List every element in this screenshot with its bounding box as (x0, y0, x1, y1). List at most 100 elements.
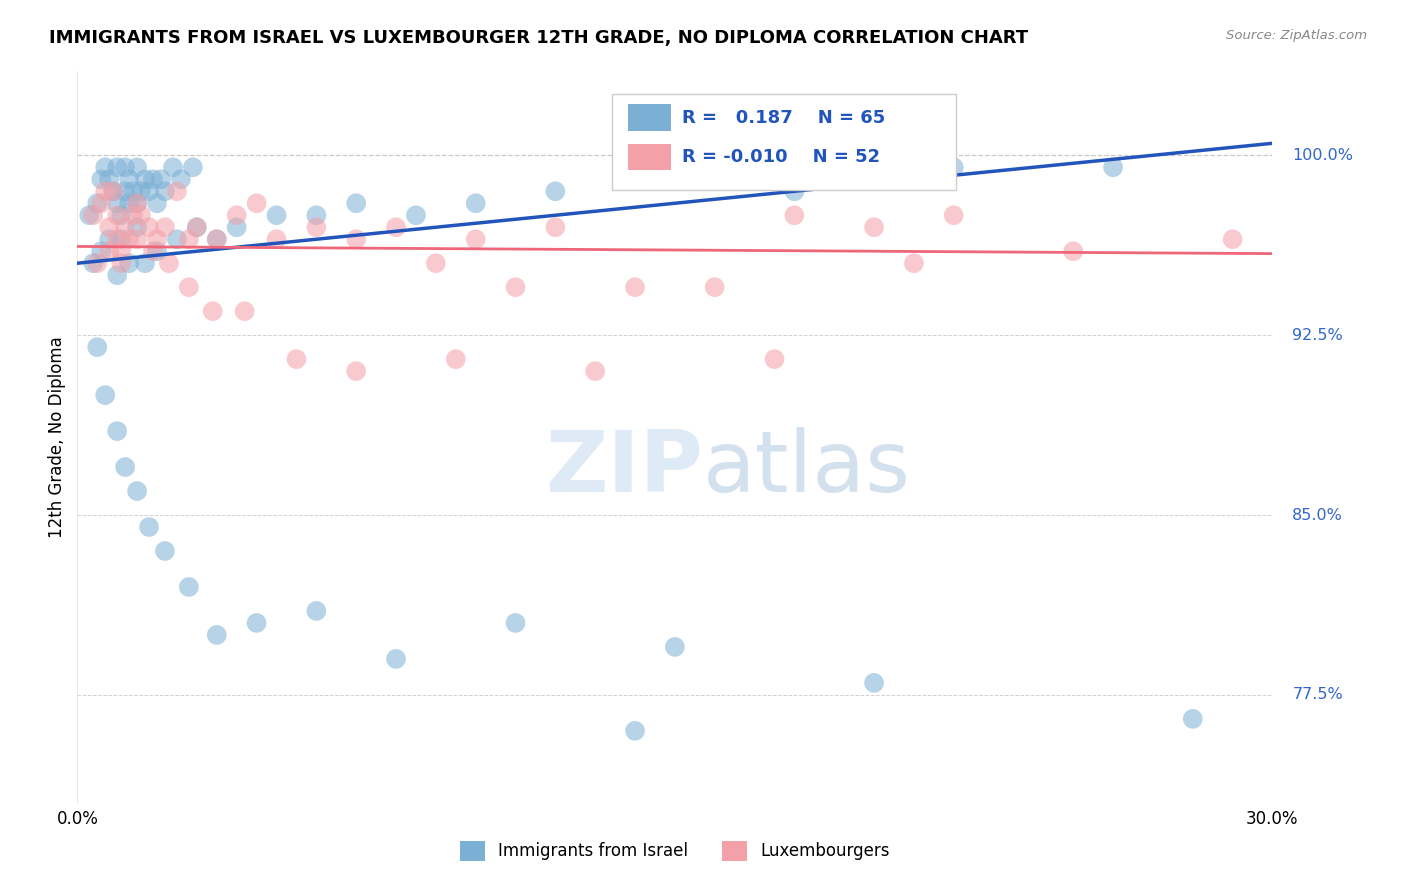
Point (464, 232, 486, 246)
Point (225, 220, 247, 235)
Point (177, 580, 200, 594)
Point (344, 232, 367, 246)
Text: R =   0.187    N = 65: R = 0.187 N = 65 (682, 109, 886, 127)
Legend: Immigrants from Israel, Luxembourgers: Immigrants from Israel, Luxembourgers (454, 834, 896, 868)
Point (444, 352, 467, 367)
Point (170, 172, 193, 186)
Point (1102, 161, 1125, 175)
Point (205, 232, 228, 246)
Point (624, 723, 647, 738)
Point (118, 196, 141, 211)
Point (783, 208, 806, 222)
Point (153, 544, 176, 558)
Point (105, 268, 128, 283)
Point (127, 220, 149, 235)
Point (127, 161, 149, 175)
Point (118, 256, 141, 270)
Point (1181, 712, 1204, 726)
Point (903, 256, 925, 270)
Point (98, 220, 121, 235)
Point (79, 208, 101, 222)
Point (134, 256, 156, 270)
Point (103, 184, 124, 198)
Point (703, 280, 725, 294)
Point (505, 615, 527, 630)
Point (385, 220, 408, 235)
Point (98, 244, 121, 259)
Point (177, 280, 200, 294)
Point (105, 232, 128, 246)
Point (1062, 244, 1084, 259)
Point (127, 196, 149, 211)
Point (105, 196, 128, 211)
Point (405, 208, 427, 222)
Point (114, 184, 136, 198)
Text: 100.0%: 100.0% (1292, 148, 1354, 163)
Point (162, 161, 184, 175)
Point (127, 196, 149, 211)
Point (146, 232, 169, 246)
Point (942, 161, 965, 175)
Point (285, 352, 308, 367)
Point (246, 615, 269, 630)
Point (134, 172, 156, 186)
Point (181, 161, 204, 175)
Point (94, 161, 117, 175)
Point (90, 172, 112, 186)
Point (305, 208, 328, 222)
Point (122, 184, 145, 198)
Point (142, 244, 165, 259)
Text: IMMIGRANTS FROM ISRAEL VS LUXEMBOURGER 12TH GRADE, NO DIPLOMA CORRELATION CHART: IMMIGRANTS FROM ISRAEL VS LUXEMBOURGER 1… (49, 29, 1028, 46)
Point (266, 232, 288, 246)
Point (105, 424, 128, 438)
Point (863, 220, 886, 235)
Point (110, 244, 132, 259)
Point (186, 220, 208, 235)
Text: 77.5%: 77.5% (1292, 688, 1343, 702)
Point (664, 640, 686, 654)
Point (233, 304, 256, 318)
Point (186, 220, 208, 235)
Point (544, 220, 567, 235)
Point (118, 172, 141, 186)
Point (166, 184, 188, 198)
Text: Source: ZipAtlas.com: Source: ZipAtlas.com (1226, 29, 1367, 42)
Point (86, 196, 108, 211)
Point (110, 232, 132, 246)
Point (110, 208, 132, 222)
Point (98, 232, 121, 246)
Point (142, 172, 165, 186)
Point (105, 161, 128, 175)
Point (118, 232, 141, 246)
Point (86, 256, 108, 270)
Point (82, 208, 104, 222)
Point (544, 184, 567, 198)
Point (266, 208, 288, 222)
Point (122, 208, 145, 222)
Point (425, 256, 447, 270)
Point (305, 220, 328, 235)
Point (114, 161, 136, 175)
Point (201, 304, 224, 318)
Point (942, 208, 965, 222)
Point (505, 280, 527, 294)
Point (110, 256, 132, 270)
Point (114, 460, 136, 475)
Point (225, 208, 247, 222)
Point (344, 196, 367, 211)
Point (94, 184, 117, 198)
Point (305, 604, 328, 618)
Point (90, 196, 112, 211)
Point (105, 208, 128, 222)
Point (98, 172, 121, 186)
Point (138, 520, 160, 534)
Text: 85.0%: 85.0% (1292, 508, 1343, 523)
Point (783, 184, 806, 198)
Text: 92.5%: 92.5% (1292, 327, 1343, 343)
Point (94, 388, 117, 402)
Point (129, 184, 152, 198)
Point (150, 172, 173, 186)
Point (205, 232, 228, 246)
Point (177, 232, 200, 246)
Point (246, 196, 269, 211)
